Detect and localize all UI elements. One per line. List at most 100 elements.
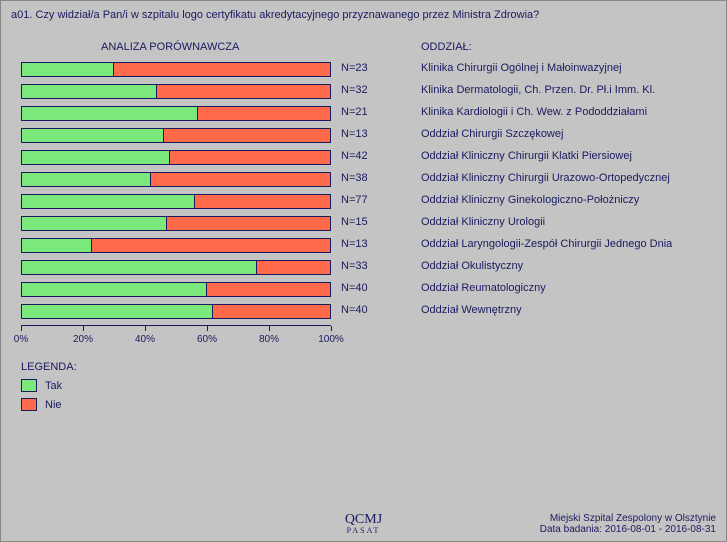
n-label: N=40	[341, 304, 368, 316]
chart-area: N=23Klinika Chirurgii Ogólnej i Małoinwa…	[21, 59, 331, 323]
bar-segment-yes	[21, 282, 207, 297]
x-tick	[269, 326, 270, 331]
dept-label: Oddział Reumatologiczny	[421, 282, 546, 294]
bar-segment-yes	[21, 260, 257, 275]
n-label: N=33	[341, 260, 368, 272]
bar-segment-no	[213, 304, 331, 319]
bar-container	[21, 106, 331, 121]
n-label: N=13	[341, 238, 368, 250]
bar-segment-no	[164, 128, 331, 143]
x-tick-label: 0%	[14, 334, 28, 345]
n-label: N=42	[341, 150, 368, 162]
legend: LEGENDA: Tak Nie	[21, 361, 77, 411]
bar-container	[21, 304, 331, 319]
legend-label-yes: Tak	[45, 380, 62, 392]
bar-row: N=21Klinika Kardiologii i Ch. Wew. z Pod…	[21, 103, 331, 125]
dept-label: Oddział Chirurgii Szczękowej	[421, 128, 563, 140]
bar-container	[21, 150, 331, 165]
bar-segment-no	[195, 194, 331, 209]
footer-date: Data badania: 2016-08-01 - 2016-08-31	[540, 524, 716, 535]
bar-container	[21, 282, 331, 297]
legend-title: LEGENDA:	[21, 361, 77, 373]
dept-label: Oddział Kliniczny Urologii	[421, 216, 545, 228]
dept-label: Klinika Chirurgii Ogólnej i Małoinwazyjn…	[421, 62, 622, 74]
bar-segment-yes	[21, 62, 114, 77]
chart-header-right: ODDZIAŁ:	[421, 41, 472, 53]
footer: Miejski Szpital Zespolony w Olsztynie Da…	[540, 513, 716, 535]
legend-swatch-no	[21, 398, 37, 411]
bar-container	[21, 128, 331, 143]
bar-segment-no	[198, 106, 331, 121]
n-label: N=15	[341, 216, 368, 228]
x-tick-label: 100%	[318, 334, 344, 345]
dept-label: Oddział Okulistyczny	[421, 260, 523, 272]
logo-sub: PASAT	[345, 526, 382, 535]
x-tick-label: 60%	[197, 334, 217, 345]
bar-row: N=33Oddział Okulistyczny	[21, 257, 331, 279]
x-axis: 0%20%40%60%80%100%	[21, 325, 331, 326]
dept-label: Oddział Kliniczny Ginekologiczno-Położni…	[421, 194, 639, 206]
bar-container	[21, 216, 331, 231]
bar-segment-yes	[21, 172, 151, 187]
bar-segment-no	[257, 260, 331, 275]
bar-container	[21, 62, 331, 77]
bar-row: N=32Klinika Dermatologii, Ch. Przen. Dr.…	[21, 81, 331, 103]
dept-label: Klinika Dermatologii, Ch. Przen. Dr. Pł.…	[421, 84, 655, 96]
bar-row: N=15Oddział Kliniczny Urologii	[21, 213, 331, 235]
legend-item-no: Nie	[21, 398, 77, 411]
n-label: N=13	[341, 128, 368, 140]
bar-container	[21, 260, 331, 275]
dept-label: Oddział Laryngologii-Zespół Chirurgii Je…	[421, 238, 672, 250]
bar-segment-no	[170, 150, 331, 165]
bar-segment-no	[151, 172, 331, 187]
bar-container	[21, 172, 331, 187]
legend-item-yes: Tak	[21, 379, 77, 392]
dept-label: Oddział Kliniczny Chirurgii Urazowo-Orto…	[421, 172, 670, 184]
bar-segment-yes	[21, 84, 157, 99]
bar-container	[21, 84, 331, 99]
bar-segment-no	[167, 216, 331, 231]
footer-hospital: Miejski Szpital Zespolony w Olsztynie	[540, 513, 716, 524]
x-tick-label: 20%	[73, 334, 93, 345]
bar-row: N=23Klinika Chirurgii Ogólnej i Małoinwa…	[21, 59, 331, 81]
bar-segment-no	[207, 282, 331, 297]
bar-row: N=13Oddział Laryngologii-Zespół Chirurgi…	[21, 235, 331, 257]
bar-row: N=42Oddział Kliniczny Chirurgii Klatki P…	[21, 147, 331, 169]
bar-segment-no	[157, 84, 331, 99]
bar-segment-yes	[21, 216, 167, 231]
bar-row: N=38Oddział Kliniczny Chirurgii Urazowo-…	[21, 169, 331, 191]
bar-segment-yes	[21, 304, 213, 319]
n-label: N=32	[341, 84, 368, 96]
n-label: N=38	[341, 172, 368, 184]
x-tick	[83, 326, 84, 331]
bar-segment-yes	[21, 106, 198, 121]
bar-segment-yes	[21, 150, 170, 165]
n-label: N=40	[341, 282, 368, 294]
bar-segment-yes	[21, 238, 92, 253]
bar-row: N=40Oddział Wewnętrzny	[21, 301, 331, 323]
legend-label-no: Nie	[45, 399, 62, 411]
x-tick	[145, 326, 146, 331]
bar-container	[21, 194, 331, 209]
chart-header-left: ANALIZA PORÓWNAWCZA	[101, 41, 239, 53]
legend-swatch-yes	[21, 379, 37, 392]
bar-row: N=40Oddział Reumatologiczny	[21, 279, 331, 301]
logo-main: QCMJ	[345, 512, 382, 527]
x-tick	[21, 326, 22, 331]
x-tick-label: 80%	[259, 334, 279, 345]
bar-row: N=13Oddział Chirurgii Szczękowej	[21, 125, 331, 147]
n-label: N=23	[341, 62, 368, 74]
bar-segment-no	[92, 238, 331, 253]
x-tick	[207, 326, 208, 331]
report-panel: a01. Czy widział/a Pan/i w szpitalu logo…	[0, 0, 727, 542]
dept-label: Klinika Kardiologii i Ch. Wew. z Pododdz…	[421, 106, 647, 118]
bar-segment-yes	[21, 128, 164, 143]
n-label: N=77	[341, 194, 368, 206]
x-tick-label: 40%	[135, 334, 155, 345]
n-label: N=21	[341, 106, 368, 118]
bar-segment-yes	[21, 194, 195, 209]
logo: QCMJ PASAT	[345, 512, 382, 535]
bar-container	[21, 238, 331, 253]
question-title: a01. Czy widział/a Pan/i w szpitalu logo…	[11, 9, 539, 21]
bar-row: N=77Oddział Kliniczny Ginekologiczno-Poł…	[21, 191, 331, 213]
